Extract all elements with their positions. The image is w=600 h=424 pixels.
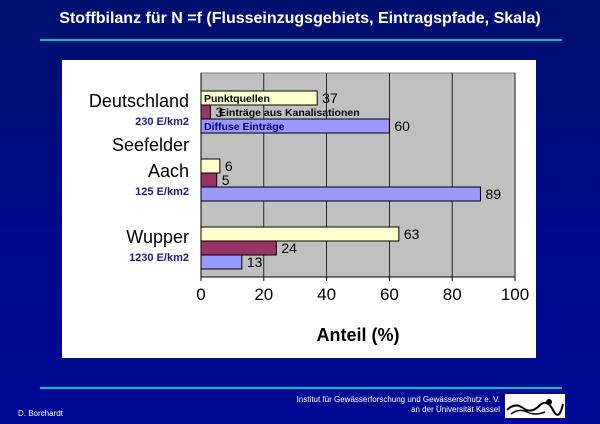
x-tick-label: 100	[501, 285, 529, 304]
category-label: Wupper	[126, 227, 189, 247]
population-density-label: 230 E/km2	[135, 116, 189, 128]
x-tick-label: 60	[380, 285, 399, 304]
title-divider	[40, 39, 562, 41]
x-axis-label: Anteil (%)	[317, 325, 400, 345]
bar	[200, 240, 277, 256]
population-density-label: 1230 E/km2	[129, 252, 189, 264]
legend-label: Diffuse Einträge	[204, 121, 285, 133]
bar	[200, 186, 481, 202]
slide-title: Stoffbilanz für N =f (Flusseinzugsgebiet…	[59, 10, 541, 27]
category-label: Seefelder	[112, 135, 189, 155]
x-tick-label: 40	[317, 285, 336, 304]
data-label: 89	[485, 186, 501, 202]
data-label: 13	[247, 254, 263, 270]
institute-logo	[505, 394, 565, 418]
x-tick-label: 80	[443, 285, 462, 304]
data-label: 3	[215, 104, 223, 120]
data-label: 24	[281, 240, 297, 256]
data-label: 60	[394, 118, 410, 134]
x-tick-label: 0	[196, 285, 205, 304]
institute-label: Institut für Gewässerforschung und Gewäs…	[250, 395, 500, 415]
bar	[200, 254, 243, 270]
bar	[200, 226, 400, 242]
author-label: D. Borchardt	[18, 409, 63, 418]
bar	[200, 118, 390, 134]
population-density-label: 125 E/km2	[135, 186, 189, 198]
bar	[200, 158, 221, 174]
bar	[200, 90, 318, 106]
category-label: Aach	[148, 161, 189, 181]
institute-line-1: Institut für Gewässerforschung und Gewäs…	[296, 395, 500, 404]
chart-panel: 0 20 40 60 80 100 Anteil (%) 37 3 60 Deutschland 23…	[62, 60, 536, 358]
data-label: 6	[225, 158, 233, 174]
data-label: 5	[222, 172, 230, 188]
x-tick-label: 20	[254, 285, 273, 304]
bar-chart: 0 20 40 60 80 100 Anteil (%) 37 3 60 Deutschland 23…	[89, 72, 529, 345]
footer-divider	[40, 387, 562, 389]
bar	[200, 104, 211, 120]
bar	[200, 172, 218, 188]
legend-label: Einträge aus Kanalisationen	[219, 107, 360, 119]
data-label: 63	[404, 226, 420, 242]
category-label: Deutschland	[89, 91, 189, 111]
institute-line-2: an der Universität Kassel	[411, 405, 500, 414]
data-label: 37	[322, 90, 338, 106]
legend-label: Punktquellen	[204, 93, 270, 105]
